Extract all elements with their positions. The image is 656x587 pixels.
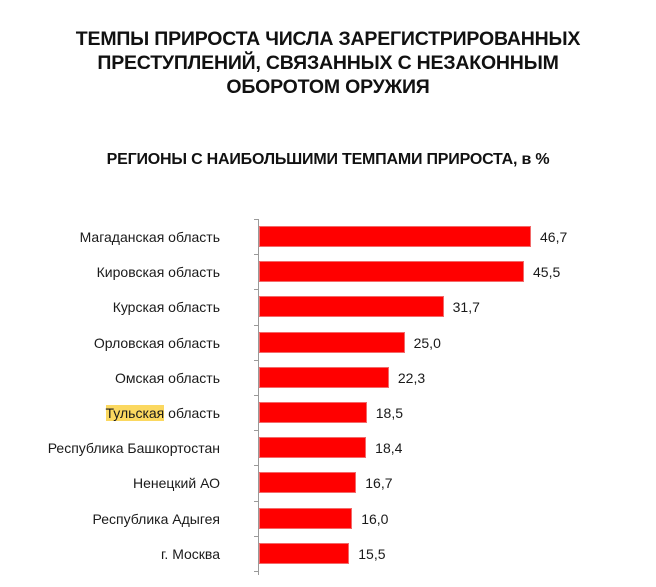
bar [259, 331, 405, 353]
category-label: Курская область [113, 296, 220, 318]
bar-row: Орловская область 25,0 [0, 331, 656, 354]
axis-tick [254, 465, 258, 467]
axis-tick [254, 219, 258, 220]
value-label: 18,4 [375, 440, 403, 457]
bar-row: Магаданская область 46,7 [0, 226, 656, 248]
chart-subtitle: РЕГИОНЫ С НАИБОЛЬШИМИ ТЕМПАМИ ПРИРОСТА, … [106, 151, 550, 168]
axis-tick [254, 500, 258, 502]
category-label-text: г. Москва [161, 545, 220, 562]
category-label: Ненецкий АО [133, 472, 220, 494]
axis-tick [254, 535, 258, 537]
chart-title: ТЕМПЫ ПРИРОСТА ЧИСЛА ЗАРЕГИСТРИРОВАННЫХ … [75, 28, 581, 98]
bar [259, 507, 353, 529]
bar-row: г. Москва 15,5 [0, 542, 656, 565]
axis-tick [254, 395, 258, 396]
category-label: г. Москва [161, 543, 220, 565]
value-label: 16,7 [365, 475, 393, 492]
value-label: 31,7 [452, 299, 480, 316]
category-label-text: Курская область [112, 299, 220, 316]
bar-row: Республика Адыгея 16,0 [0, 507, 656, 530]
category-label-text: Кировская область [96, 264, 220, 281]
bar [259, 226, 531, 247]
bar [259, 437, 367, 459]
category-label-text: Магаданская область [79, 229, 220, 245]
bar-row: Курская область 31,7 [0, 296, 656, 318]
value-label: 15,5 [358, 545, 386, 562]
bar [259, 542, 350, 564]
highlighted-text: Тульская [105, 405, 165, 421]
value-label: 22,3 [397, 369, 426, 386]
category-label: Республика Башкортостан [48, 437, 220, 459]
axis-tick [254, 254, 258, 256]
value-label: 46,7 [540, 229, 568, 245]
category-label: Магаданская область [80, 226, 220, 248]
category-label: Омская область [115, 367, 220, 389]
category-label-text: Республика Адыгея [92, 510, 220, 527]
category-label: Орловская область [94, 332, 220, 354]
category-label: Республика Адыгея [93, 508, 220, 530]
bar-row: Республика Башкортостан 18,4 [0, 437, 656, 459]
category-label-text: Орловская область [93, 334, 220, 351]
bar [259, 296, 444, 318]
axis-tick [254, 430, 258, 432]
category-label-text: Омская область [114, 369, 220, 386]
y-axis-line [258, 219, 259, 575]
axis-tick [254, 571, 258, 572]
bar [259, 402, 367, 423]
value-label: 45,5 [533, 264, 561, 281]
axis-tick [254, 359, 258, 361]
category-label-text: область [164, 405, 220, 421]
category-label-text: Ненецкий АО [132, 475, 220, 492]
value-label: 16,0 [361, 510, 389, 527]
bar-row-highlighted: Тульская область 18,5 [0, 402, 656, 424]
category-label: Кировская область [97, 261, 220, 283]
category-label: Тульская область [105, 402, 220, 424]
axis-tick [254, 289, 258, 291]
bar [259, 261, 524, 283]
bar-row: Ненецкий АО 16,7 [0, 472, 656, 494]
bar [259, 366, 389, 388]
bar [259, 472, 357, 494]
bar-row: Кировская область 45,5 [0, 261, 656, 283]
axis-tick [254, 324, 258, 326]
value-label: 18,5 [375, 405, 403, 421]
value-label: 25,0 [413, 334, 441, 351]
category-label-text: Республика Башкортостан [47, 440, 220, 457]
bar-row: Омская область 22,3 [0, 366, 656, 389]
